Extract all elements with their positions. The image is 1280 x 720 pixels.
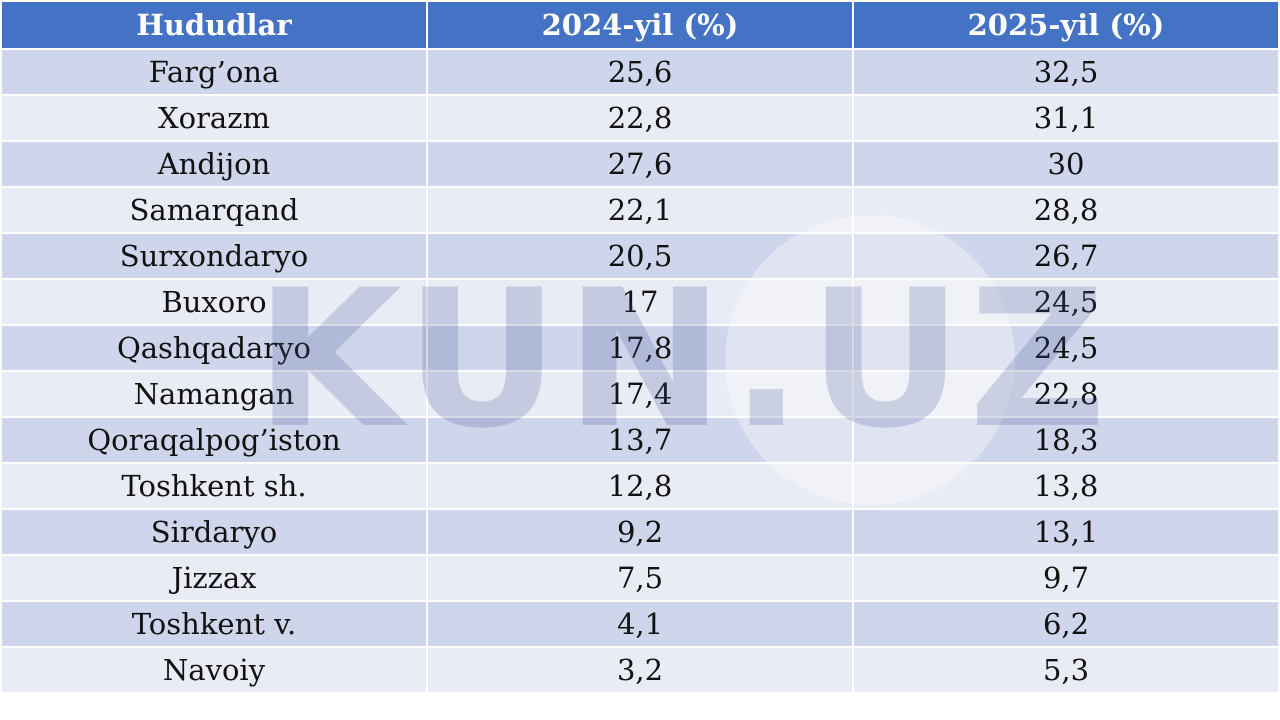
value-cell: 25,6 [426, 48, 854, 96]
region-cell: Jizzax [0, 554, 428, 602]
table-row: Qoraqalpog’iston 13,7 18,3 [0, 416, 1280, 464]
value-cell: 30 [852, 140, 1280, 188]
value-cell: 32,5 [852, 48, 1280, 96]
region-cell: Toshkent v. [0, 600, 428, 648]
region-cell: Surxondaryo [0, 232, 428, 280]
region-cell: Navoiy [0, 646, 428, 694]
value-cell: 24,5 [852, 324, 1280, 372]
region-cell: Andijon [0, 140, 428, 188]
table-row: Namangan 17,4 22,8 [0, 370, 1280, 418]
table-row: Farg’ona 25,6 32,5 [0, 48, 1280, 96]
value-cell: 3,2 [426, 646, 854, 694]
value-cell: 13,8 [852, 462, 1280, 510]
value-cell: 27,6 [426, 140, 854, 188]
header-row: Hududlar 2024-yil (%) 2025-yil (%) [0, 0, 1280, 50]
value-cell: 5,3 [852, 646, 1280, 694]
table-row: Toshkent v. 4,1 6,2 [0, 600, 1280, 648]
region-cell: Xorazm [0, 94, 428, 142]
value-cell: 31,1 [852, 94, 1280, 142]
value-cell: 9,2 [426, 508, 854, 556]
value-cell: 26,7 [852, 232, 1280, 280]
data-table: Hududlar 2024-yil (%) 2025-yil (%) Farg’on… [0, 0, 1280, 694]
table-row: Xorazm 22,8 31,1 [0, 94, 1280, 142]
table-row: Jizzax 7,5 9,7 [0, 554, 1280, 602]
header-cell: 2024-yil (%) [426, 0, 854, 50]
value-cell: 6,2 [852, 600, 1280, 648]
region-cell: Namangan [0, 370, 428, 418]
value-cell: 17,8 [426, 324, 854, 372]
table-row: Andijon 27,6 30 [0, 140, 1280, 188]
table-row: Buxoro 17 24,5 [0, 278, 1280, 326]
header-cell: Hududlar [0, 0, 428, 50]
table-row: Surxondaryo 20,5 26,7 [0, 232, 1280, 280]
value-cell: 22,8 [426, 94, 854, 142]
region-cell: Buxoro [0, 278, 428, 326]
table-row: Toshkent sh. 12,8 13,8 [0, 462, 1280, 510]
region-cell: Sirdaryo [0, 508, 428, 556]
value-cell: 17,4 [426, 370, 854, 418]
value-cell: 13,7 [426, 416, 854, 464]
value-cell: 17 [426, 278, 854, 326]
region-cell: Farg’ona [0, 48, 428, 96]
region-cell: Samarqand [0, 186, 428, 234]
value-cell: 22,8 [852, 370, 1280, 418]
region-cell: Qoraqalpog’iston [0, 416, 428, 464]
value-cell: 9,7 [852, 554, 1280, 602]
value-cell: 22,1 [426, 186, 854, 234]
value-cell: 4,1 [426, 600, 854, 648]
table-row: Navoiy 3,2 5,3 [0, 646, 1280, 694]
header-cell: 2025-yil (%) [852, 0, 1280, 50]
value-cell: 28,8 [852, 186, 1280, 234]
value-cell: 24,5 [852, 278, 1280, 326]
table-body: Farg’ona 25,6 32,5 Xorazm 22,8 31,1 Andijon 27,… [0, 48, 1280, 694]
table-row: Qashqadaryo 17,8 24,5 [0, 324, 1280, 372]
value-cell: 7,5 [426, 554, 854, 602]
value-cell: 13,1 [852, 508, 1280, 556]
value-cell: 20,5 [426, 232, 854, 280]
region-cell: Toshkent sh. [0, 462, 428, 510]
value-cell: 12,8 [426, 462, 854, 510]
table-row: Sirdaryo 9,2 13,1 [0, 508, 1280, 556]
region-cell: Qashqadaryo [0, 324, 428, 372]
value-cell: 18,3 [852, 416, 1280, 464]
table-row: Samarqand 22,1 28,8 [0, 186, 1280, 234]
